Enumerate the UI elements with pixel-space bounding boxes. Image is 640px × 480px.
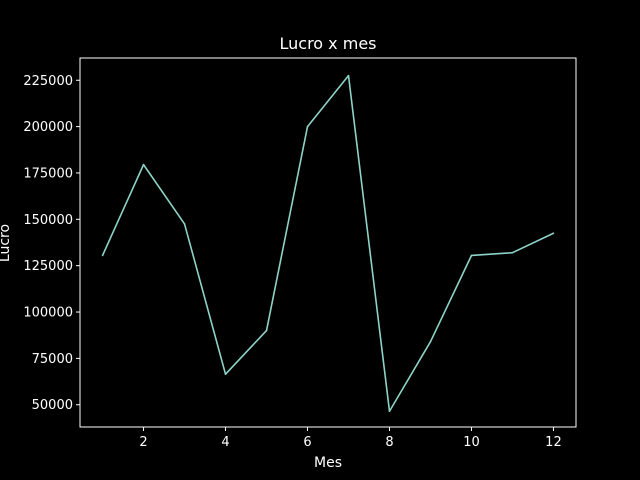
- y-tick-label: 225000: [23, 74, 73, 89]
- data-point: [470, 254, 473, 257]
- data-point: [388, 410, 391, 413]
- data-point: [552, 232, 555, 235]
- data-point: [224, 373, 227, 375]
- data-point: [142, 163, 145, 166]
- y-tick-label: 150000: [23, 213, 73, 228]
- series-line: [101, 74, 554, 413]
- y-tick-label: 200000: [23, 120, 73, 135]
- plot-area-frame: [79, 57, 577, 428]
- data-point: [347, 74, 350, 77]
- series-group: [101, 74, 555, 413]
- data-point: [183, 223, 186, 225]
- x-axis-ticks: 2 4 6 8 10 12: [139, 427, 562, 450]
- x-axis-label: Mes: [314, 455, 342, 471]
- data-point: [101, 254, 104, 257]
- data-point: [511, 251, 514, 254]
- x-tick-label: 6: [303, 435, 311, 450]
- data-point: [306, 125, 309, 128]
- y-tick-label: 175000: [23, 166, 73, 181]
- x-tick-label: 2: [139, 435, 147, 450]
- x-tick-label: 12: [545, 435, 562, 450]
- y-tick-label: 100000: [23, 306, 73, 321]
- x-tick-label: 10: [463, 435, 480, 450]
- y-axis-ticks: 50000 75000 100000 125000 150000 175000 200000…: [23, 74, 80, 413]
- y-tick-label: 125000: [23, 259, 73, 274]
- data-point: [429, 340, 432, 343]
- data-point: [265, 329, 268, 332]
- x-tick-label: 8: [385, 435, 393, 450]
- chart-title: Lucro x mes: [280, 34, 377, 53]
- x-tick-label: 4: [221, 435, 229, 450]
- y-tick-label: 50000: [32, 398, 73, 413]
- y-axis-label: Lucro: [0, 224, 13, 262]
- y-tick-label: 75000: [32, 352, 73, 367]
